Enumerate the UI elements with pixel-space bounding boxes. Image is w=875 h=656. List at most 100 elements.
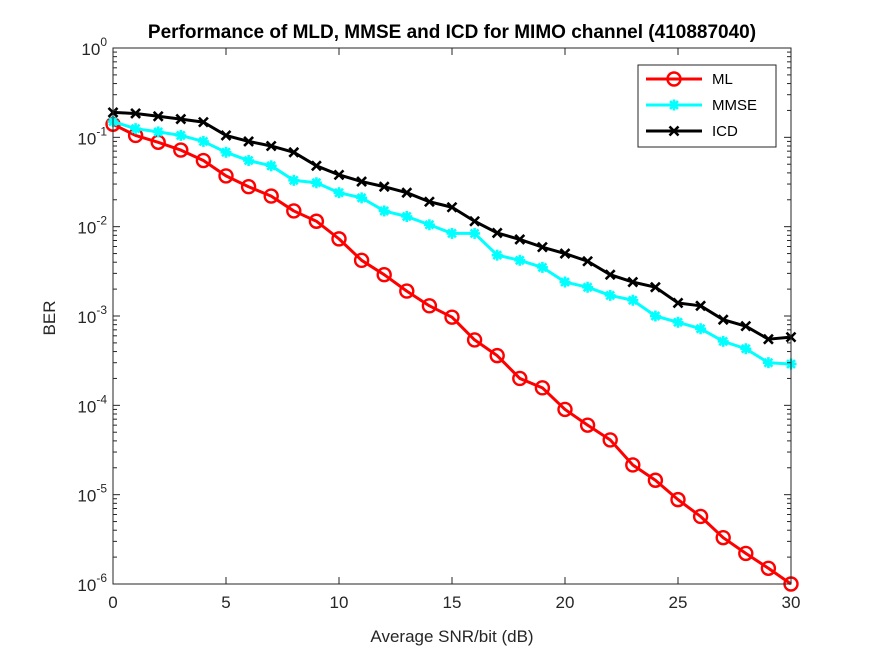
legend: ML MMSE ICD [637, 64, 777, 148]
point-mmse-21 [582, 281, 594, 293]
point-icd-1 [130, 108, 142, 119]
point-ml-4 [195, 152, 212, 169]
point-icd-3 [175, 113, 187, 125]
point-icd-23 [627, 276, 639, 288]
point-ml-10 [331, 231, 347, 247]
point-icd-26 [695, 300, 707, 312]
point-mmse-6 [243, 155, 255, 167]
point-icd-10 [333, 169, 345, 181]
point-icd-7 [265, 140, 277, 152]
x-tick-label-5: 5 [221, 593, 230, 612]
chart-title: Performance of MLD, MMSE and ICD for MIM… [148, 22, 756, 43]
point-mmse-23 [627, 294, 639, 306]
point-mmse-24 [649, 310, 661, 322]
point-ml-18 [512, 370, 528, 387]
point-icd-9 [310, 160, 322, 172]
point-mmse-8 [288, 174, 300, 186]
point-mmse-28 [740, 343, 752, 355]
point-icd-16 [469, 215, 481, 227]
y-tick-label--6: 10-6 [77, 571, 107, 595]
point-mmse-4 [197, 135, 209, 147]
point-mmse-27 [717, 335, 729, 347]
point-mmse-25 [672, 316, 684, 328]
y-tick-label--1: 10-1 [77, 124, 107, 148]
legend-entry-ml: ML [646, 71, 733, 88]
point-ml-8 [286, 203, 302, 219]
point-mmse-19 [536, 261, 548, 273]
x-tick-label-15: 15 [443, 593, 462, 612]
point-ml-22 [602, 432, 618, 448]
point-icd-18 [514, 233, 526, 245]
y-tick-label-0: 100 [81, 35, 107, 59]
point-ml-6 [240, 179, 257, 195]
legend-label-ml: ML [712, 71, 733, 88]
point-ml-17 [489, 347, 505, 364]
point-mmse-2 [152, 126, 164, 138]
point-icd-21 [582, 255, 594, 267]
legend-entry-mmse: MMSE [646, 97, 757, 114]
y-tick-labels: 100 10-1 10-2 10-3 10-4 10-5 10-6 [77, 35, 107, 595]
point-mmse-11 [356, 192, 368, 204]
point-icd-29 [762, 333, 774, 345]
point-ml-26 [692, 508, 709, 525]
point-ml-29 [760, 560, 777, 576]
x-tick-label-10: 10 [330, 593, 349, 612]
series-line-ml [112, 122, 792, 586]
point-ml-12 [376, 266, 392, 283]
point-ml-5 [218, 168, 234, 184]
point-mmse-14 [423, 219, 435, 231]
point-ml-16 [466, 332, 483, 348]
point-mmse-16 [469, 227, 481, 239]
point-icd-17 [491, 227, 503, 239]
x-axis-title: Average SNR/bit (dB) [370, 627, 533, 646]
point-icd-12 [378, 181, 390, 193]
point-ml-11 [353, 252, 370, 269]
point-mmse-7 [265, 160, 277, 172]
point-icd-4 [197, 116, 209, 128]
point-icd-25 [672, 297, 684, 309]
series-mmse [107, 116, 797, 370]
point-icd-5 [220, 130, 232, 141]
legend-marker-ml [666, 71, 682, 87]
series-layer [105, 107, 799, 592]
y-axis-title: BER [40, 301, 59, 336]
point-ml-9 [308, 213, 325, 229]
point-ml-15 [444, 309, 460, 325]
point-ml-3 [173, 142, 189, 158]
y-tick-label--5: 10-5 [77, 482, 107, 506]
x-tick-labels: 0 5 10 15 20 25 30 [108, 593, 800, 612]
point-mmse-22 [604, 289, 616, 301]
point-ml-28 [738, 545, 754, 562]
point-mmse-1 [130, 123, 142, 135]
point-mmse-12 [378, 205, 390, 217]
point-ml-20 [557, 401, 573, 418]
legend-marker-mmse [668, 99, 680, 111]
point-ml-21 [579, 417, 596, 433]
point-icd-27 [717, 314, 729, 326]
point-mmse-9 [310, 177, 322, 189]
point-ml-13 [399, 283, 415, 299]
point-mmse-18 [514, 254, 526, 266]
point-mmse-3 [175, 129, 187, 141]
y-tick-label--4: 10-4 [77, 392, 107, 416]
point-mmse-10 [333, 187, 345, 199]
point-ml-14 [421, 298, 438, 314]
point-ml-27 [715, 529, 731, 546]
x-tick-label-25: 25 [669, 593, 688, 612]
point-ml-24 [647, 472, 664, 488]
point-icd-14 [423, 196, 435, 208]
point-icd-13 [401, 187, 413, 199]
x-tick-label-0: 0 [108, 593, 117, 612]
series-icd [107, 107, 797, 345]
point-icd-28 [740, 320, 752, 332]
point-mmse-26 [695, 323, 707, 335]
point-ml-25 [670, 491, 686, 508]
point-mmse-5 [220, 146, 232, 158]
point-icd-20 [559, 248, 571, 259]
point-mmse-17 [491, 249, 503, 261]
x-tick-label-20: 20 [556, 593, 575, 612]
point-icd-11 [356, 176, 368, 187]
point-icd-2 [152, 110, 164, 122]
legend-marker-icd [668, 125, 680, 137]
